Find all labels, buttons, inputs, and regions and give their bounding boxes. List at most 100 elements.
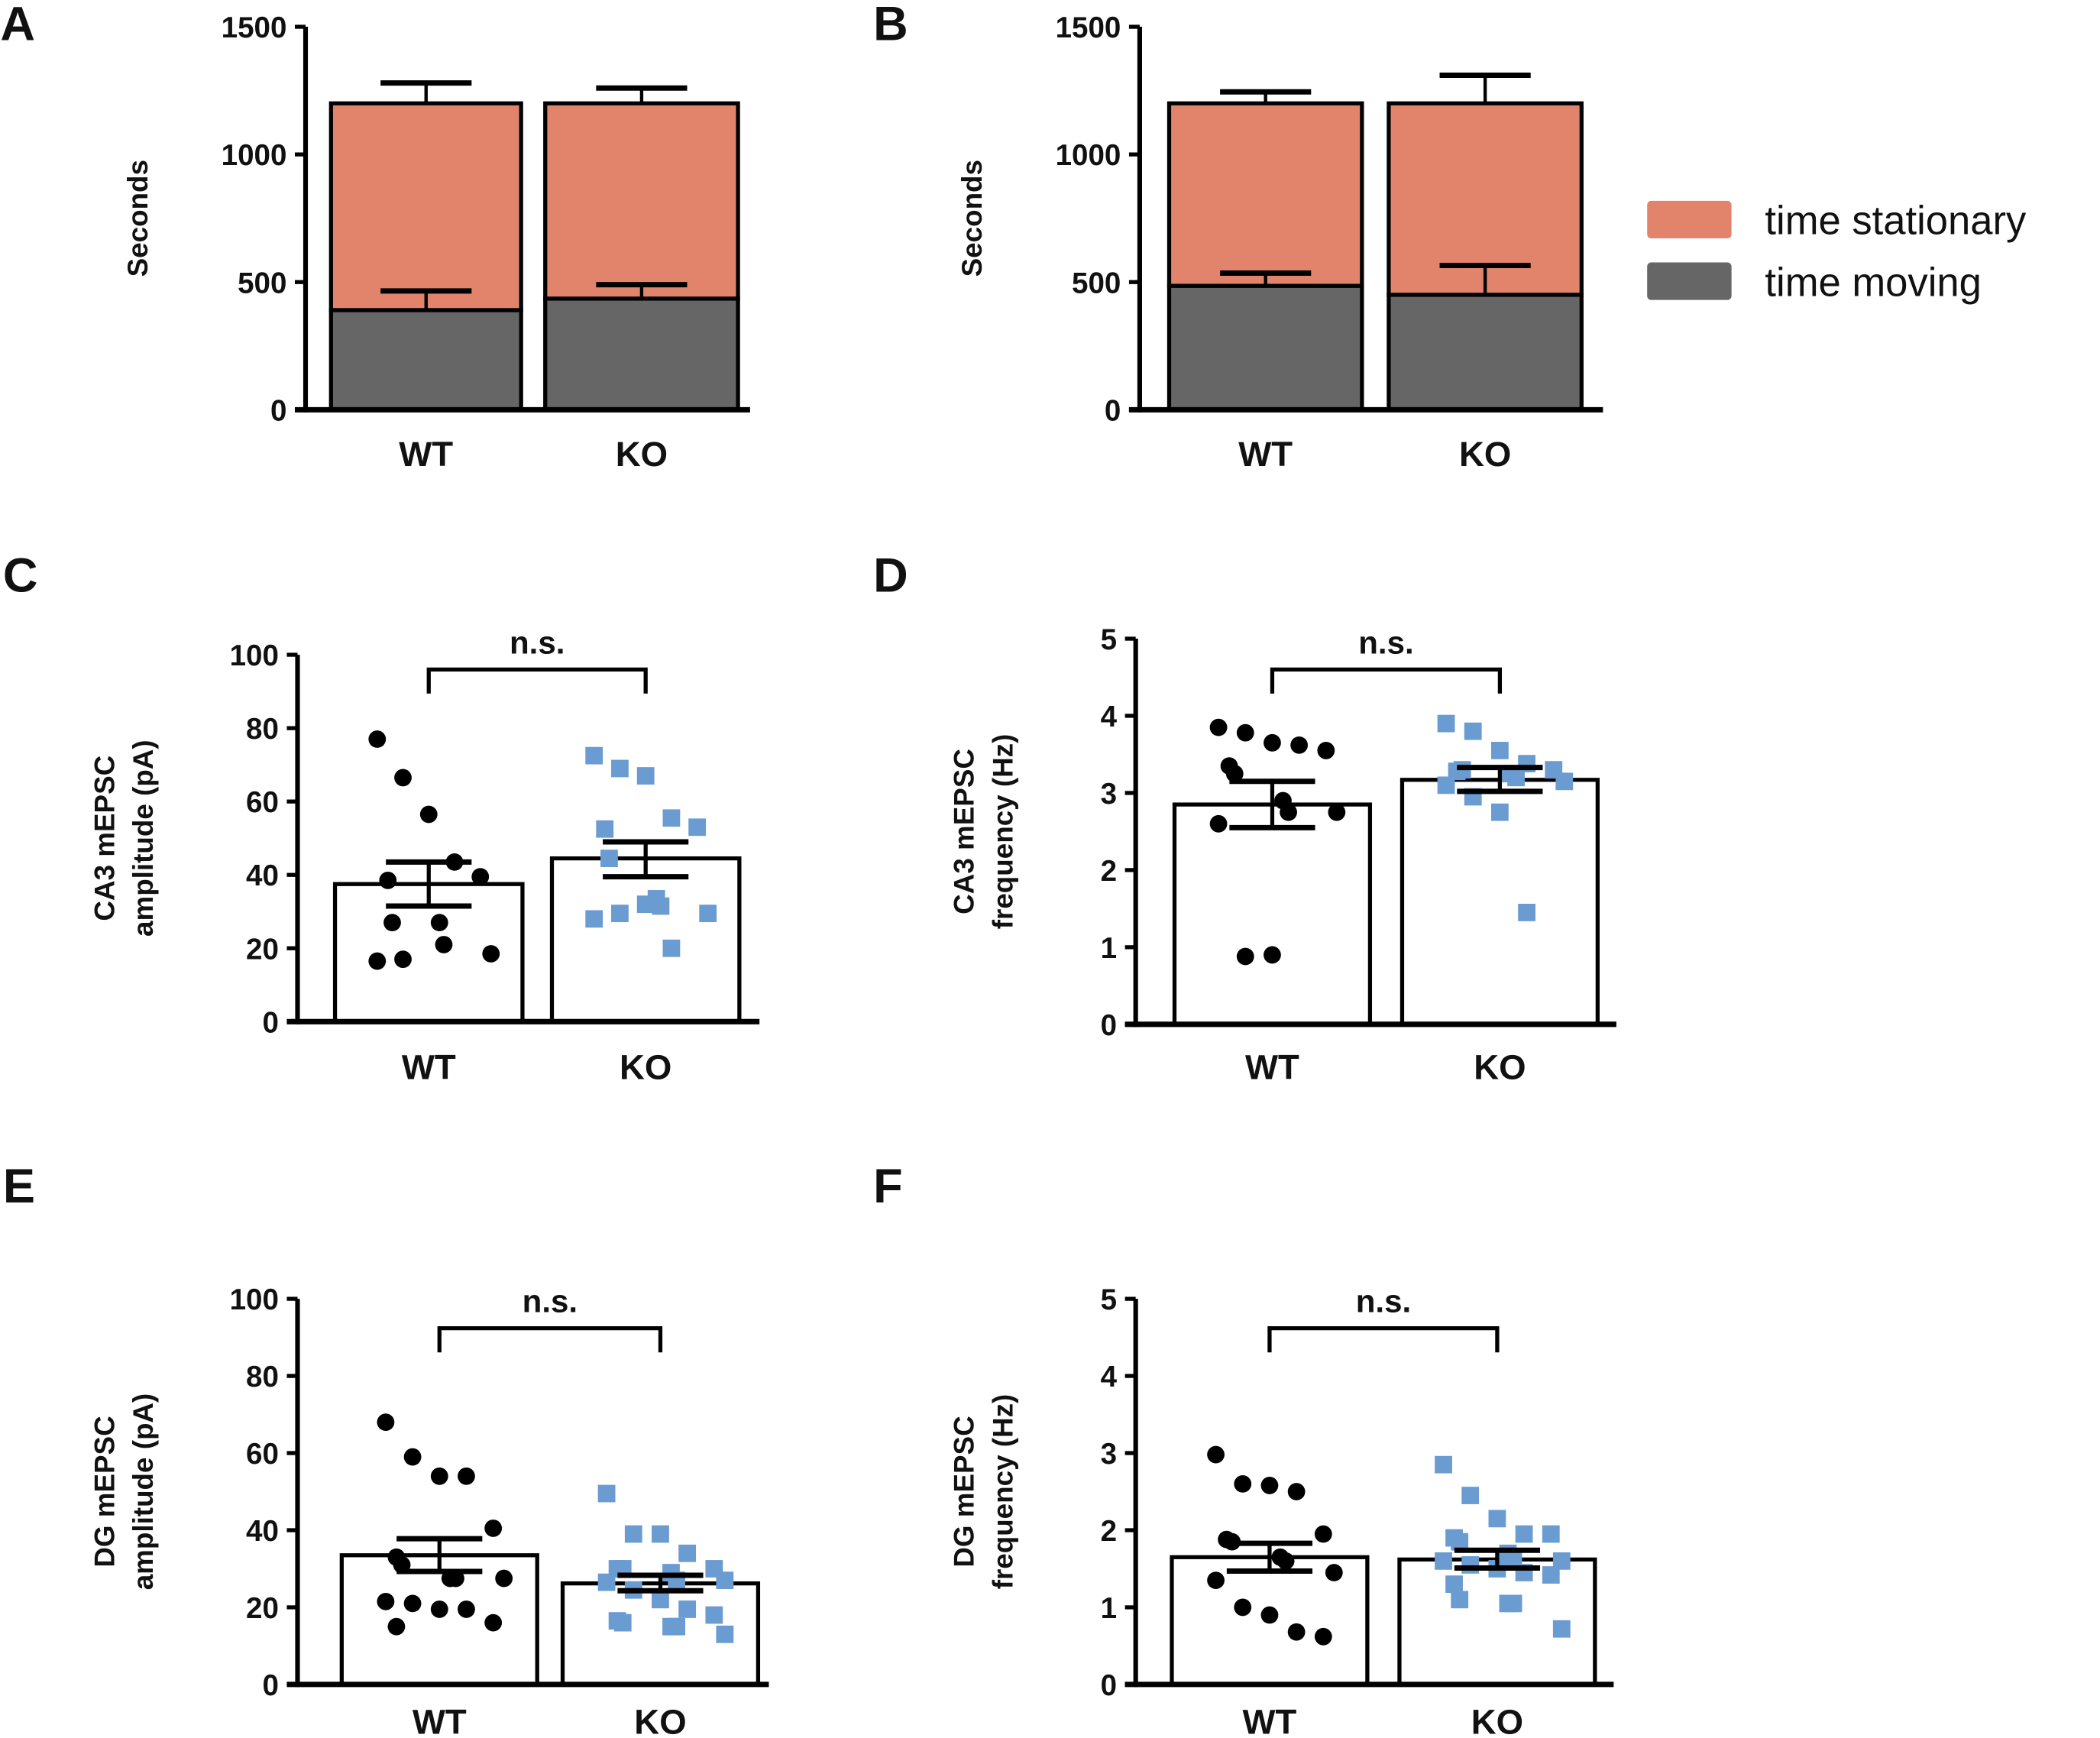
data-point-ko (597, 1573, 616, 1591)
x-tick-label: WT (1238, 435, 1293, 474)
y-tick-label: 0 (270, 394, 286, 427)
y-tick-label: 4 (1101, 701, 1118, 733)
y-axis-label: CA3 mEPSC (949, 749, 980, 914)
data-point-ko (636, 767, 655, 785)
data-point-ko (678, 1544, 697, 1562)
data-point-wt (495, 1569, 513, 1588)
panel-e: DG mEPSC amplitude (pA) WT KO n.s. 0 20 40 60 80 1… (89, 1283, 769, 1738)
data-point-wt (394, 769, 412, 787)
y-tick-label: 500 (1072, 267, 1121, 299)
data-point-wt (1314, 1627, 1332, 1646)
data-point-ko (600, 850, 618, 867)
y-axis-label: frequency (Hz) (987, 1394, 1018, 1590)
data-point-wt (435, 936, 453, 953)
data-point-ko (1542, 1566, 1560, 1584)
significance-label: n.s. (1356, 1283, 1411, 1319)
bar-moving (1166, 283, 1364, 412)
significance-bracket (437, 1326, 663, 1353)
y-tick-label: 3 (1101, 778, 1117, 811)
y-tick-label: 60 (246, 786, 279, 819)
y-tick-label: 20 (246, 933, 279, 966)
data-point-ko (699, 905, 717, 923)
data-point-wt (394, 950, 412, 969)
data-point-ko (596, 820, 614, 838)
data-point-wt (1207, 1571, 1225, 1589)
data-point-wt (1328, 803, 1346, 821)
data-point-wt (419, 805, 438, 824)
data-point-wt (1317, 742, 1335, 759)
data-point-ko (1515, 1525, 1533, 1543)
data-point-ko (1435, 1455, 1452, 1474)
y-tick-label: 20 (246, 1592, 279, 1625)
legend-label-stationary: time stationary (1765, 199, 2027, 244)
data-point-ko (1461, 1487, 1480, 1504)
panel-d: CA3 mEPSC frequency (Hz) WT KO n.s. 0 1 2 3 4 5 (949, 623, 1616, 1087)
data-point-ko (1437, 776, 1455, 795)
data-point-wt (368, 730, 387, 748)
data-point-wt (1264, 946, 1281, 964)
data-point-wt (430, 1467, 448, 1485)
data-point-wt (1260, 1606, 1279, 1624)
y-tick-label: 80 (246, 713, 279, 746)
data-point-wt (387, 1617, 406, 1636)
significance-bracket (1267, 1326, 1500, 1353)
data-point-ko (636, 895, 655, 914)
x-tick-label: KO (634, 1703, 686, 1738)
data-point-ko (668, 1617, 686, 1636)
legend-label-moving: time moving (1765, 260, 1981, 305)
data-point-wt (458, 1600, 475, 1618)
data-point-ko (1542, 1525, 1560, 1543)
data-point-wt (1260, 1477, 1279, 1494)
significance-label: n.s. (510, 624, 565, 660)
x-tick-label: WT (399, 435, 453, 474)
y-axis-label: amplitude (pA) (128, 740, 159, 937)
data-point-ko (688, 818, 707, 837)
y-tick-label: 0 (262, 1669, 278, 1702)
data-point-ko (678, 1600, 697, 1618)
y-tick-label: 1500 (1056, 11, 1121, 44)
data-point-wt (458, 1467, 475, 1485)
data-point-ko (652, 897, 670, 915)
data-point-ko (1552, 1552, 1571, 1570)
data-point-ko (652, 1525, 669, 1543)
bar-stationary (1166, 101, 1364, 288)
bar-mean (549, 856, 742, 1024)
y-axis-label: frequency (Hz) (987, 734, 1018, 930)
data-point-ko (1488, 1510, 1506, 1528)
data-point-wt (1207, 1445, 1225, 1464)
panel-c: CA3 mEPSC amplitude (pA) WT KO n.s. 0 20 40 60 80… (89, 624, 760, 1087)
data-point-wt (1325, 1564, 1343, 1581)
significance-label: n.s. (523, 1283, 578, 1319)
significance-label: n.s. (1358, 624, 1413, 660)
data-point-wt (1280, 803, 1298, 821)
data-point-wt (1236, 947, 1254, 966)
bar-moving (1387, 293, 1584, 412)
legend: time stationary time moving (1647, 199, 2027, 305)
data-point-wt (379, 872, 397, 889)
y-tick-label: 1 (1101, 932, 1117, 965)
y-tick-label: 3 (1101, 1438, 1117, 1471)
x-tick-label: KO (620, 1048, 671, 1087)
data-point-ko (611, 759, 629, 778)
y-tick-label: 100 (230, 1283, 279, 1316)
data-point-ko (624, 1525, 642, 1543)
panel-b: Seconds WT KO 0 500 1000 1500 (956, 11, 1603, 474)
data-point-wt (1225, 765, 1244, 783)
y-tick-label: 1500 (222, 11, 287, 44)
data-point-wt (1236, 723, 1254, 742)
data-point-wt (482, 945, 500, 963)
y-tick-label: 1 (1101, 1592, 1117, 1625)
y-tick-label: 1000 (1056, 139, 1121, 172)
panel-a: Seconds WT KO 0 500 1000 1500 (122, 11, 750, 474)
data-point-ko (1435, 1552, 1452, 1570)
y-tick-label: 80 (246, 1361, 279, 1393)
data-point-wt (430, 914, 448, 932)
panel-letter-e: E (3, 1160, 35, 1213)
data-point-wt (1264, 733, 1281, 752)
data-point-ko (662, 939, 681, 957)
bar-moving (328, 308, 523, 412)
panel-letter-c: C (3, 549, 38, 603)
data-point-wt (1234, 1598, 1252, 1617)
